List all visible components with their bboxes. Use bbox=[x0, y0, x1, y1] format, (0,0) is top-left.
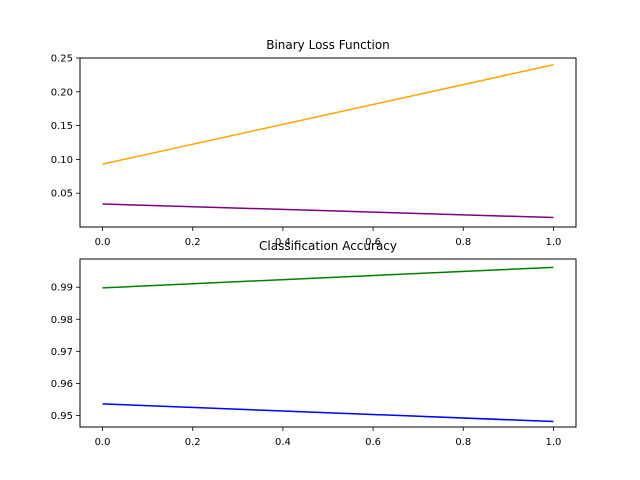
loss-y-tick-label: 0.25 bbox=[51, 54, 73, 65]
accuracy-chart: 0.0 0.2 0.4 0.6 0.8 1.0 0.95 0.96 0.97 0.98 0.99 C… bbox=[51, 239, 577, 448]
loss-y-tick-label: 0.10 bbox=[51, 155, 73, 166]
accuracy-axes-frame bbox=[79, 258, 577, 428]
loss-x-tick-label: 0.4 bbox=[275, 237, 291, 248]
accuracy-x-tick-label: 0.2 bbox=[185, 437, 201, 448]
loss-x-tick-label: 0.8 bbox=[455, 237, 471, 248]
accuracy-x-tick-label: 0.4 bbox=[275, 437, 291, 448]
loss-axes-frame bbox=[79, 57, 577, 228]
loss-chart-title: Binary Loss Function bbox=[266, 38, 390, 52]
loss-ticks: 0.0 0.2 0.4 0.6 0.8 1.0 0.05 0.10 0.15 0.20 0.25 bbox=[51, 54, 562, 249]
loss-series-line-1 bbox=[102, 64, 554, 165]
accuracy-x-tick-label: 1.0 bbox=[546, 437, 562, 448]
loss-x-tick-label: 1.0 bbox=[546, 237, 562, 248]
loss-series-line-2 bbox=[102, 203, 554, 219]
accuracy-x-tick-label: 0.8 bbox=[455, 437, 471, 448]
accuracy-x-tick-label: 0.0 bbox=[95, 437, 111, 448]
loss-chart: 0.0 0.2 0.4 0.6 0.8 1.0 0.05 0.10 0.15 0.20 0.25 B… bbox=[51, 38, 577, 249]
accuracy-y-tick-label: 0.99 bbox=[51, 283, 73, 294]
loss-y-tick-label: 0.15 bbox=[51, 121, 73, 132]
accuracy-series-layer bbox=[102, 266, 554, 423]
accuracy-y-tick-label: 0.96 bbox=[51, 379, 73, 390]
loss-x-tick-label: 0.2 bbox=[185, 237, 201, 248]
loss-x-tick-label: 0.6 bbox=[365, 237, 381, 248]
accuracy-ticks: 0.0 0.2 0.4 0.6 0.8 1.0 0.95 0.96 0.97 0.98 0.99 bbox=[51, 283, 562, 448]
accuracy-y-tick-label: 0.98 bbox=[51, 315, 73, 326]
accuracy-series-line-2 bbox=[102, 403, 554, 423]
loss-series-layer bbox=[102, 64, 554, 219]
accuracy-y-tick-label: 0.97 bbox=[51, 347, 73, 358]
loss-y-tick-label: 0.05 bbox=[51, 189, 73, 200]
accuracy-x-tick-label: 0.6 bbox=[365, 437, 381, 448]
loss-x-tick-label: 0.0 bbox=[95, 237, 111, 248]
accuracy-series-line-1 bbox=[102, 266, 554, 289]
accuracy-chart-title: Classification Accuracy bbox=[259, 239, 397, 253]
loss-y-tick-label: 0.20 bbox=[51, 87, 73, 98]
accuracy-y-tick-label: 0.95 bbox=[51, 411, 73, 422]
